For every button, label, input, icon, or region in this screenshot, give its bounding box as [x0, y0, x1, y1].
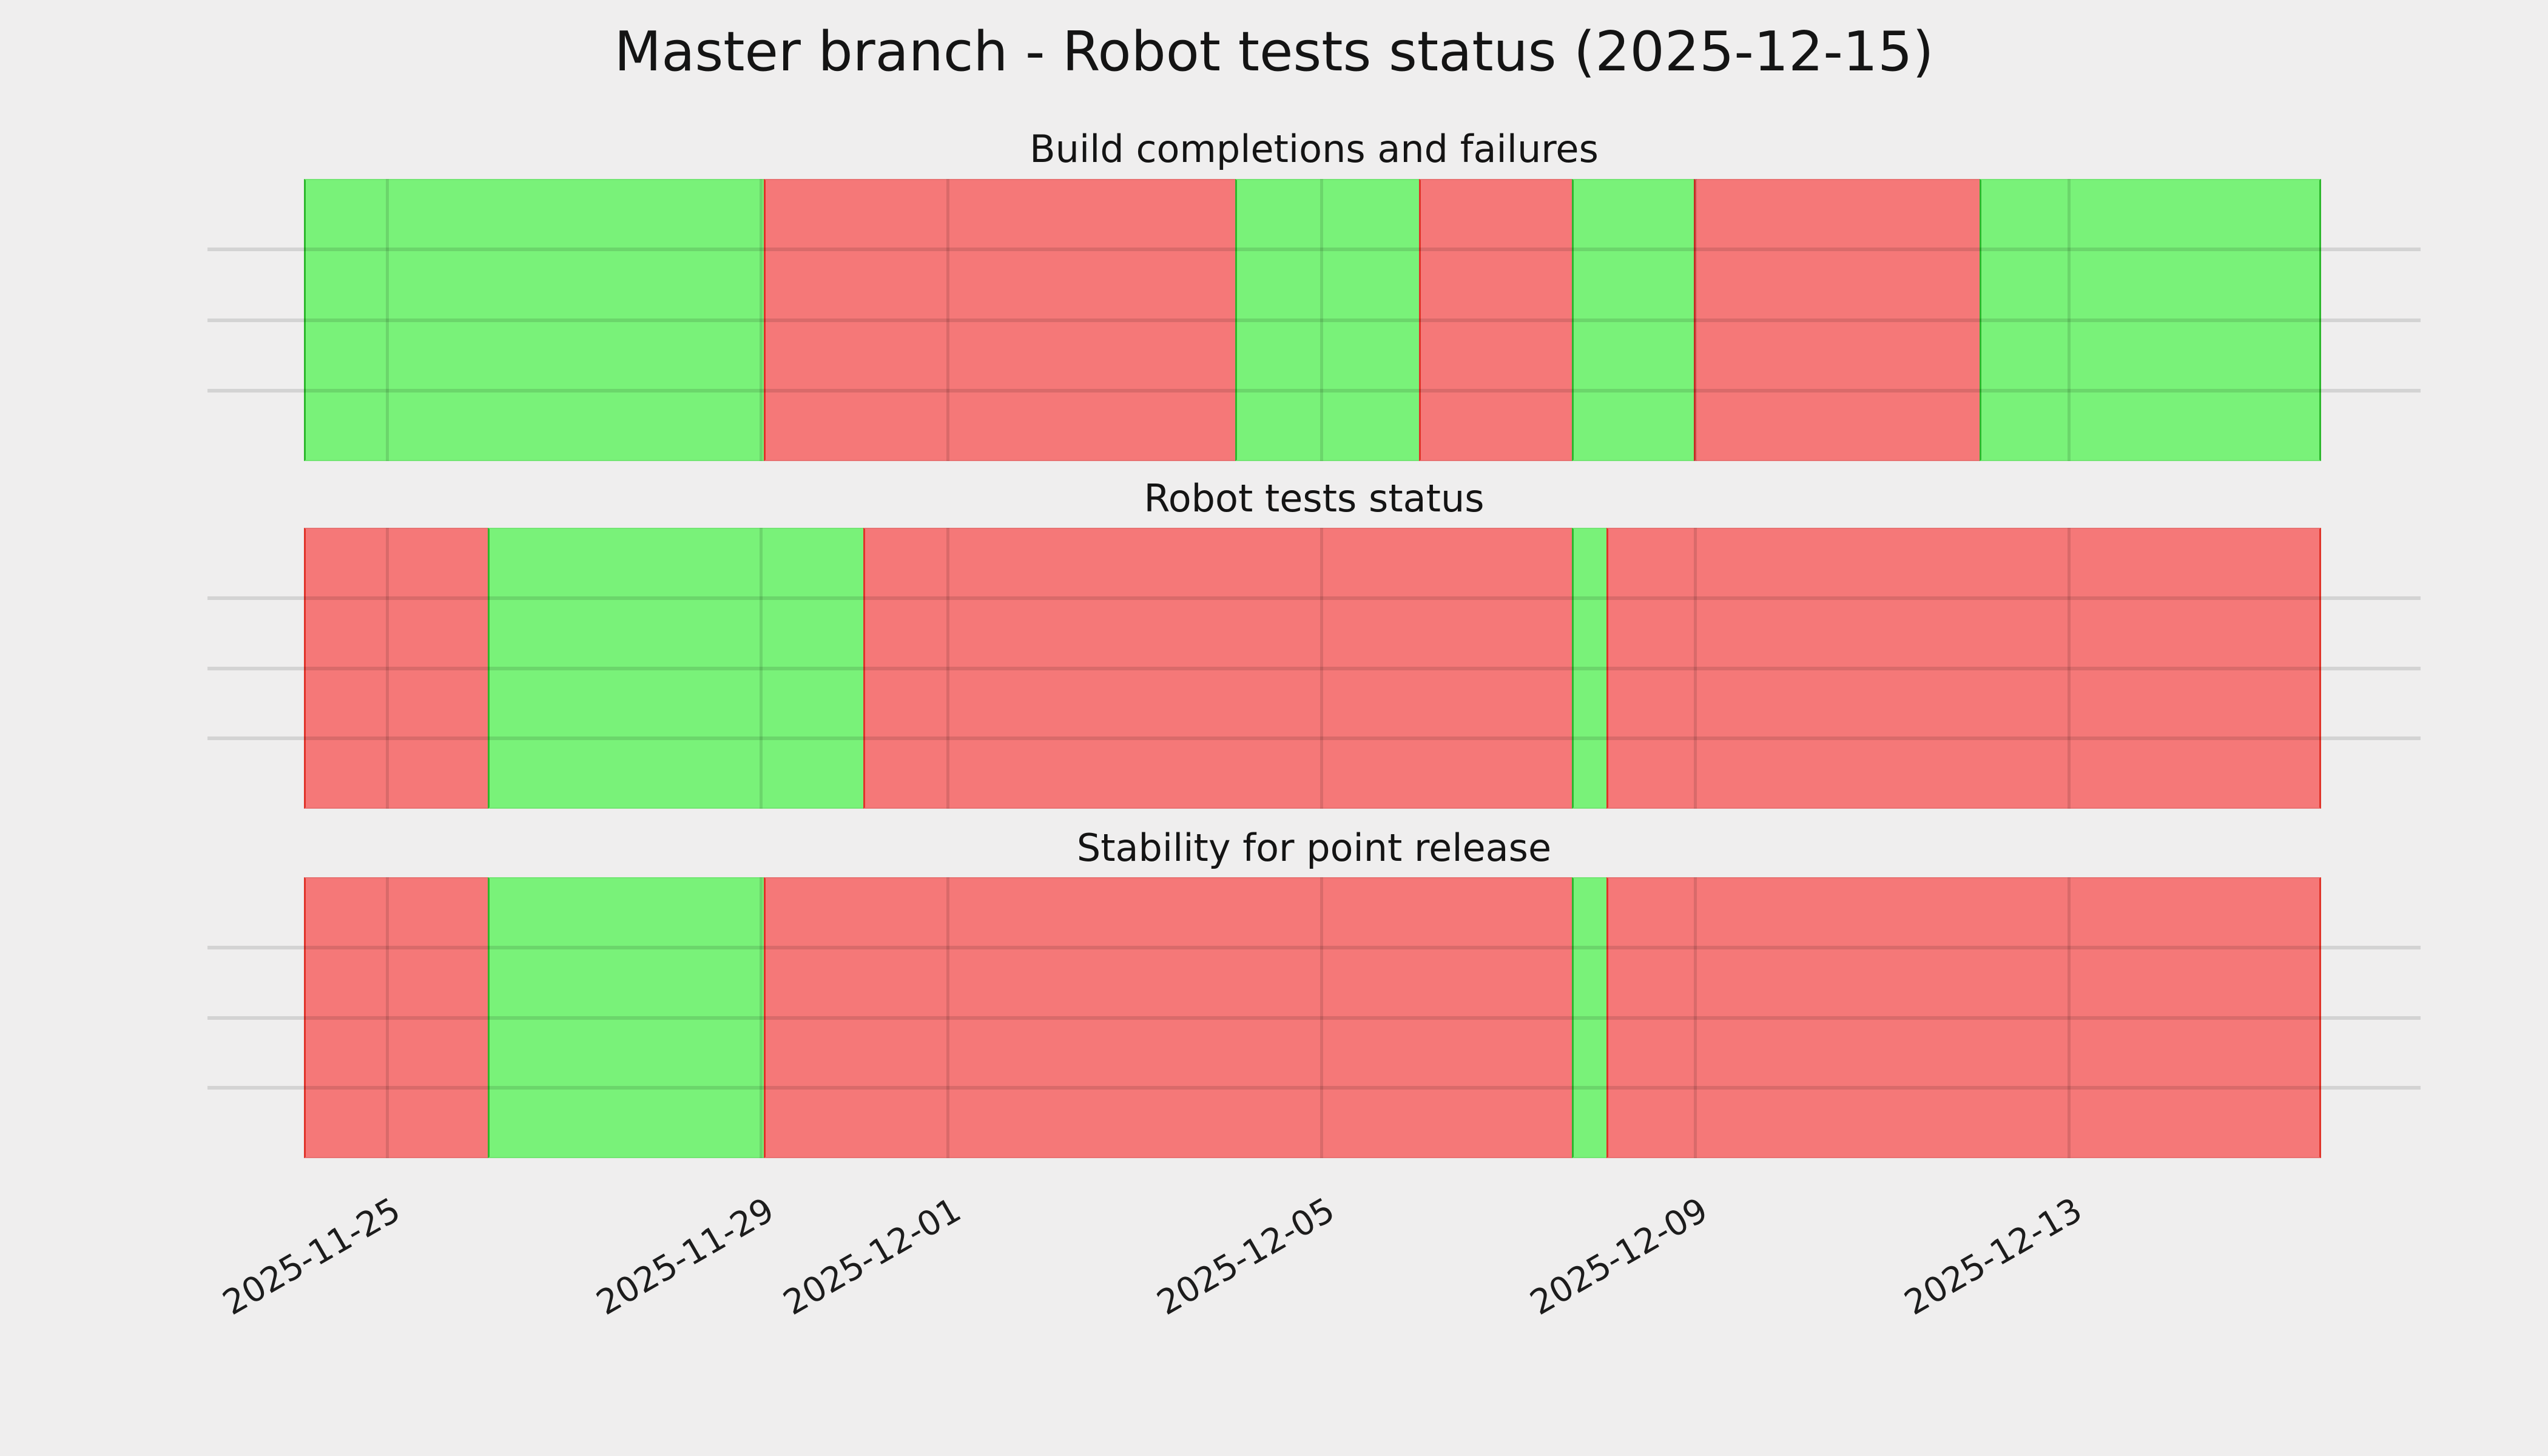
chart-title: Master branch - Robot tests status (2025… — [614, 20, 1934, 84]
vertical-gridline — [386, 179, 389, 461]
horizontal-gridline — [207, 945, 2421, 949]
status-segment-fail — [1419, 179, 1572, 461]
status-segment-fail — [304, 877, 488, 1158]
vertical-gridline — [1320, 179, 1324, 461]
vertical-gridline — [1694, 877, 1697, 1158]
status-segment-fail — [1606, 528, 2322, 809]
status-strip — [304, 179, 2322, 461]
vertical-gridline — [946, 528, 950, 809]
horizontal-gridline — [207, 248, 2421, 252]
status-segment-pass — [1572, 179, 1694, 461]
vertical-gridline — [946, 179, 950, 461]
status-segment-fail — [764, 179, 1236, 461]
status-segment-pass — [304, 179, 764, 461]
panel-title: Stability for point release — [1076, 826, 1552, 870]
x-tick-label: 2025-12-01 — [777, 1190, 968, 1324]
vertical-gridline — [386, 877, 389, 1158]
vertical-gridline — [760, 528, 763, 809]
status-segment-fail — [764, 877, 1572, 1158]
status-segment-pass — [1572, 877, 1607, 1158]
x-tick-label: 2025-12-13 — [1898, 1190, 2089, 1324]
status-segment-pass — [487, 528, 864, 809]
vertical-gridline — [2068, 179, 2071, 461]
vertical-gridline — [1320, 528, 1324, 809]
horizontal-gridline — [207, 666, 2421, 670]
panel-title: Build completions and failures — [1030, 127, 1599, 171]
status-segment-pass — [1980, 179, 2322, 461]
status-segment-fail — [863, 528, 1572, 809]
vertical-gridline — [1320, 877, 1324, 1158]
x-tick-label: 2025-12-05 — [1150, 1190, 1341, 1324]
horizontal-gridline — [207, 318, 2421, 322]
status-segment-fail — [304, 528, 488, 809]
panel-stability-for-point-release: Stability for point release — [207, 827, 2421, 1158]
horizontal-gridline — [207, 596, 2421, 600]
vertical-gridline — [2068, 877, 2071, 1158]
panel-robot-tests-status: Robot tests status — [207, 477, 2421, 809]
status-segment-fail — [1694, 179, 1980, 461]
status-segment-fail — [1606, 877, 2322, 1158]
vertical-gridline — [946, 877, 950, 1158]
x-tick-label: 2025-11-29 — [590, 1190, 781, 1324]
vertical-gridline — [760, 179, 763, 461]
x-tick-label: 2025-12-09 — [1524, 1190, 1715, 1324]
panel-title: Robot tests status — [1144, 476, 1485, 521]
vertical-gridline — [760, 877, 763, 1158]
horizontal-gridline — [207, 1016, 2421, 1020]
status-segment-pass — [1235, 179, 1420, 461]
horizontal-gridline — [207, 388, 2421, 393]
horizontal-gridline — [207, 736, 2421, 741]
vertical-gridline — [386, 528, 389, 809]
status-segment-pass — [1572, 528, 1607, 809]
status-segment-pass — [487, 877, 764, 1158]
x-tick-label: 2025-11-25 — [216, 1190, 407, 1324]
vertical-gridline — [2068, 528, 2071, 809]
horizontal-gridline — [207, 1086, 2421, 1090]
vertical-gridline — [1694, 179, 1697, 461]
vertical-gridline — [1694, 528, 1697, 809]
status-strip — [304, 528, 2322, 809]
status-strip — [304, 877, 2322, 1158]
panel-build-completions-and-failures: Build completions and failures — [207, 128, 2421, 461]
